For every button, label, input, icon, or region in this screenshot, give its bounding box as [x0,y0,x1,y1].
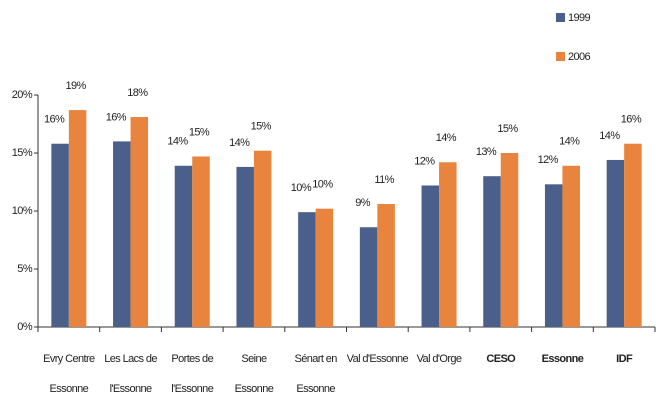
bar [315,208,334,327]
bar [359,227,378,327]
bar [113,141,131,327]
data-label: 14% [436,132,457,144]
x-tick-label: Sénart en Essonne [294,353,337,395]
data-label: 14% [167,136,188,148]
y-tick-label: 0% [17,321,33,333]
bar [253,150,272,327]
bar [130,117,149,327]
data-label: 9% [355,197,371,209]
bar [421,185,440,327]
data-label: 14% [599,130,620,142]
data-label: 11% [374,174,394,186]
bar [606,159,625,327]
bar [562,165,580,327]
bar [298,212,316,327]
bar [68,110,87,327]
bar [51,143,69,327]
data-label: 15% [189,126,210,138]
data-label: 18% [127,87,148,99]
bar [439,162,457,327]
data-label: 19% [65,80,86,92]
x-tick-label: CESO [486,353,516,365]
legend-label: 2006 [568,51,591,63]
data-label: 16% [106,111,127,123]
data-label: 13% [476,146,497,158]
x-tick-label: Portes de l'Essonne [171,353,214,395]
data-label: 15% [251,121,272,133]
y-tick-label: 10% [12,205,33,217]
bar [236,166,254,327]
data-label: 10% [312,179,333,191]
y-tick-label: 15% [12,147,33,159]
legend-swatch [556,13,565,22]
x-tick-label: IDF [616,353,633,365]
x-tick-label: Val d'Orge [416,353,462,365]
legend-label: 1999 [568,12,591,24]
data-label: 10% [291,182,312,194]
data-label: 12% [414,155,435,167]
bar [544,184,563,327]
data-label: 15% [497,123,518,135]
y-tick-label: 5% [17,263,33,275]
y-tick-label: 20% [12,89,33,101]
data-label: 16% [44,114,65,126]
x-tick-label: Les Lacs de l'Essonne [104,353,157,395]
bar [624,143,642,327]
bar [483,176,501,327]
data-label: 14% [559,136,580,148]
bar [500,153,519,327]
x-tick-label: Essonne [541,353,584,365]
bar [192,156,210,327]
legend-swatch [556,52,565,61]
x-tick-label: Seine Essonne [234,353,274,395]
data-label: 16% [621,114,642,126]
x-tick-label: Val d'Essonne [346,353,409,365]
data-label: 12% [538,154,559,166]
x-tick-label: Evry Centre Essonne [43,353,95,395]
bar [377,204,395,327]
data-label: 14% [229,137,250,149]
bar [174,165,193,327]
